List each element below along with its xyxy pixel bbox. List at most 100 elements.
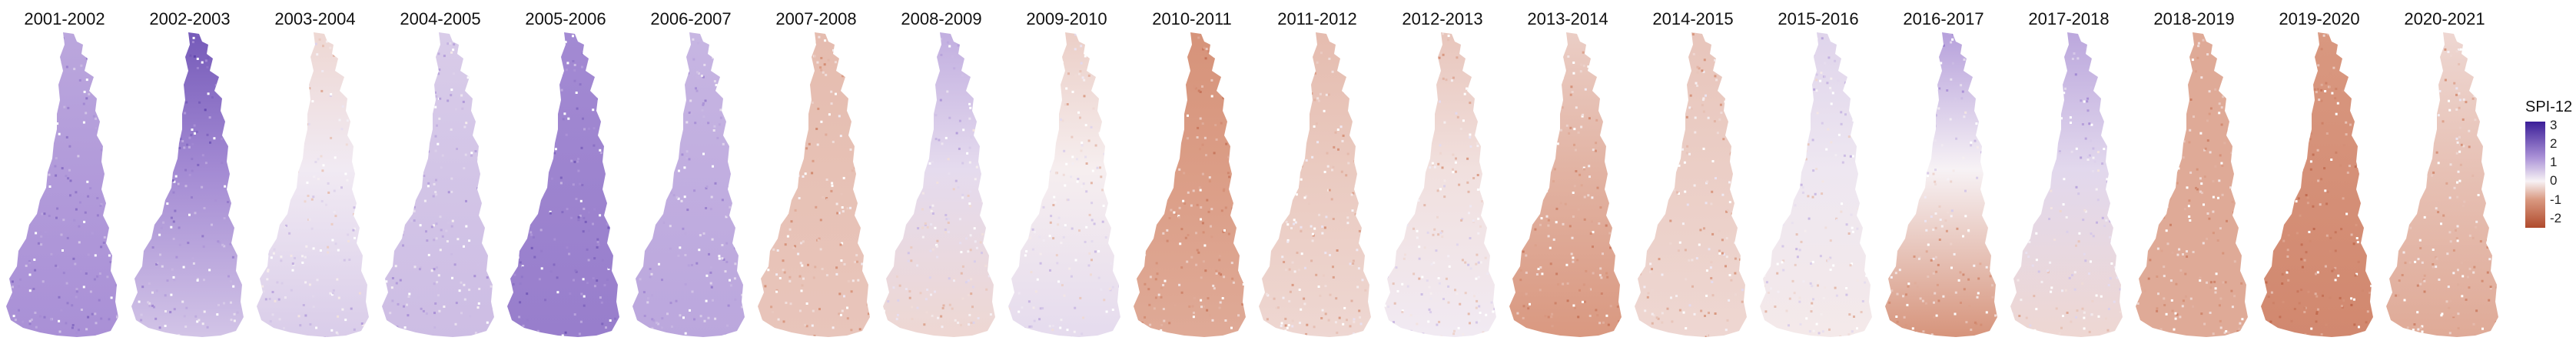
spi-pixel bbox=[1688, 152, 1691, 155]
spi-pixel bbox=[463, 68, 466, 72]
spi-pixel bbox=[1215, 269, 1218, 272]
spi-pixel bbox=[1574, 306, 1576, 309]
spi-pixel bbox=[275, 222, 278, 225]
spi-pixel bbox=[1303, 302, 1306, 306]
spi-pixel bbox=[702, 75, 705, 78]
spi-pixel bbox=[186, 143, 189, 146]
spi-pixel bbox=[1390, 249, 1393, 252]
spi-pixel bbox=[1885, 51, 1887, 54]
spi-pixel bbox=[579, 199, 583, 202]
spi-pixel bbox=[856, 56, 859, 59]
spi-pixel bbox=[2361, 289, 2364, 292]
spi-pixel bbox=[154, 48, 157, 51]
spi-pixel bbox=[433, 312, 436, 315]
spi-pixel bbox=[666, 312, 669, 316]
spi-pixel bbox=[606, 222, 609, 225]
spi-pixel bbox=[1552, 124, 1555, 127]
spi-pixel bbox=[1494, 131, 1496, 134]
spi-pixel bbox=[2206, 53, 2209, 56]
spi-pixel bbox=[911, 318, 914, 320]
spi-pixel bbox=[1617, 178, 1620, 181]
spi-pixel bbox=[758, 210, 759, 213]
spi-pixel bbox=[1661, 273, 1664, 276]
spi-pixel bbox=[1525, 292, 1528, 296]
spi-pixel bbox=[1897, 190, 1900, 193]
spi-pixel bbox=[37, 44, 40, 47]
spi-pixel bbox=[1906, 121, 1909, 123]
spi-pixel bbox=[1473, 92, 1476, 95]
spi-pixel bbox=[1714, 58, 1717, 62]
spi-pixel bbox=[463, 167, 466, 170]
spi-pixel bbox=[168, 179, 171, 182]
spi-pixel bbox=[2325, 202, 2329, 205]
spi-pixel bbox=[2361, 40, 2364, 43]
spi-pixel bbox=[1021, 334, 1024, 337]
spi-pixel bbox=[423, 199, 427, 202]
spi-pixel bbox=[2061, 289, 2063, 292]
spi-pixel bbox=[2352, 242, 2355, 245]
spi-pixel bbox=[320, 89, 324, 92]
spi-pixel bbox=[758, 175, 760, 179]
spi-pixel bbox=[711, 238, 714, 241]
panel-title: 2005-2006 bbox=[525, 9, 606, 28]
spi-pixel bbox=[2046, 72, 2049, 75]
spi-pixel bbox=[2365, 200, 2369, 203]
spi-pixel bbox=[1287, 199, 1290, 202]
spi-pixel bbox=[191, 257, 194, 260]
spi-pixel bbox=[399, 279, 402, 282]
spi-pixel bbox=[2058, 332, 2061, 335]
spi-pixel bbox=[2356, 241, 2359, 244]
spi-pixel bbox=[1820, 72, 1823, 75]
spi-pixel bbox=[1934, 255, 1937, 259]
spi-pixel bbox=[460, 46, 463, 49]
spi-pixel bbox=[693, 318, 695, 321]
spi-pixel bbox=[272, 252, 275, 255]
spi-pixel bbox=[1174, 88, 1177, 91]
spi-map bbox=[257, 32, 369, 339]
spi-pixel bbox=[1885, 318, 1887, 321]
spi-pixel bbox=[204, 162, 207, 165]
spi-pixel bbox=[1839, 335, 1842, 337]
spi-pixel bbox=[412, 78, 415, 82]
spi-pixel bbox=[1598, 274, 1602, 277]
spi-pixel bbox=[726, 324, 729, 327]
spi-pixel bbox=[1678, 63, 1681, 66]
spi-pixel bbox=[1341, 40, 1344, 43]
spi-pixel bbox=[1545, 190, 1549, 192]
spi-pixel bbox=[410, 202, 413, 205]
spi-pixel bbox=[1160, 323, 1164, 326]
spi-pixel bbox=[1706, 180, 1708, 183]
spi-pixel bbox=[2269, 124, 2272, 127]
spi-pixel bbox=[705, 185, 709, 189]
spi-pixel bbox=[274, 106, 277, 109]
spi-pixel bbox=[2118, 68, 2121, 71]
spi-pixel bbox=[110, 296, 113, 299]
spi-pixel bbox=[1261, 116, 1264, 119]
spi-pixel bbox=[171, 33, 174, 36]
spi-pixel bbox=[1791, 122, 1794, 125]
spi-pixel bbox=[1885, 269, 1887, 272]
spi-pixel bbox=[2305, 251, 2308, 254]
spi-pixel bbox=[2230, 152, 2233, 155]
spi-pixel bbox=[1785, 309, 1788, 312]
spi-pixel bbox=[671, 108, 673, 111]
spi-pixel bbox=[2037, 270, 2040, 273]
spi-pixel bbox=[1085, 225, 1088, 229]
spi-pixel bbox=[280, 338, 282, 339]
spi-pixel bbox=[2329, 296, 2332, 299]
spi-pixel bbox=[2263, 135, 2266, 138]
spi-pixel bbox=[2184, 119, 2186, 122]
spi-pixel bbox=[2176, 313, 2179, 316]
spi-pixel bbox=[1492, 39, 1495, 42]
spi-pixel bbox=[702, 152, 705, 155]
spi-pixel bbox=[1227, 85, 1230, 89]
spi-pixel bbox=[677, 254, 680, 257]
spi-pixel bbox=[573, 160, 576, 163]
spi-pixel bbox=[855, 101, 858, 104]
spi-pixel bbox=[1421, 276, 1424, 279]
spi-pixel bbox=[1539, 266, 1542, 269]
spi-pixel bbox=[1801, 191, 1804, 194]
spi-pixel bbox=[1983, 149, 1987, 152]
spi-pixel bbox=[460, 94, 463, 97]
spi-pixel bbox=[1765, 281, 1768, 284]
